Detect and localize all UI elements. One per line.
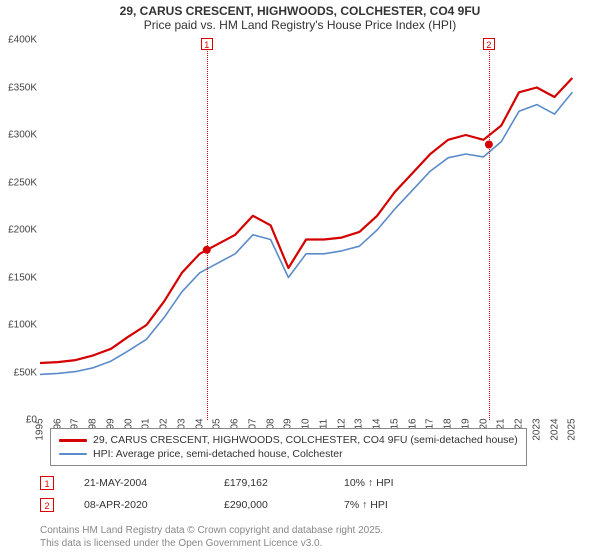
chart-title-line2: Price paid vs. HM Land Registry's House … xyxy=(0,18,600,36)
chart-svg xyxy=(40,40,590,420)
sale-date: 08-APR-2020 xyxy=(84,499,194,511)
chart-area: £0£50K£100K£150K£200K£250K£300K£350K£400… xyxy=(40,40,590,420)
footer-attribution: Contains HM Land Registry data © Crown c… xyxy=(40,524,580,550)
sale-date: 21-MAY-2004 xyxy=(84,477,194,489)
sale-vline xyxy=(489,40,490,420)
y-tick-label: £200K xyxy=(8,225,37,236)
y-tick-label: £150K xyxy=(8,272,37,283)
table-row: 2 08-APR-2020 £290,000 7% ↑ HPI xyxy=(40,494,580,516)
y-tick-label: £100K xyxy=(8,320,37,331)
legend-item-hpi: HPI: Average price, semi-detached house,… xyxy=(59,447,518,461)
sale-vline xyxy=(207,40,208,420)
chart-container: 29, CARUS CRESCENT, HIGHWOODS, COLCHESTE… xyxy=(0,0,600,560)
footer-line2: This data is licensed under the Open Gov… xyxy=(40,537,580,550)
y-tick-label: £400K xyxy=(8,35,37,46)
x-tick-label: 2025 xyxy=(567,418,578,440)
x-tick-label: 2023 xyxy=(531,418,542,440)
x-tick-label: 2024 xyxy=(549,418,560,440)
table-row: 1 21-MAY-2004 £179,162 10% ↑ HPI xyxy=(40,472,580,494)
legend-swatch-price-paid xyxy=(59,439,87,442)
sale-price: £290,000 xyxy=(224,499,314,511)
y-tick-label: £250K xyxy=(8,177,37,188)
sale-marker-1-icon: 1 xyxy=(40,476,54,490)
legend: 29, CARUS CRESCENT, HIGHWOODS, COLCHESTE… xyxy=(50,428,527,466)
y-tick-label: £50K xyxy=(14,367,37,378)
sale-marker-box: 1 xyxy=(201,38,213,50)
legend-item-price-paid: 29, CARUS CRESCENT, HIGHWOODS, COLCHESTE… xyxy=(59,433,518,447)
sales-table: 1 21-MAY-2004 £179,162 10% ↑ HPI 2 08-AP… xyxy=(40,472,580,516)
series-price_paid xyxy=(40,78,572,363)
series-hpi xyxy=(40,92,572,374)
legend-label-price-paid: 29, CARUS CRESCENT, HIGHWOODS, COLCHESTE… xyxy=(93,434,518,446)
legend-swatch-hpi xyxy=(59,453,87,455)
sale-pct: 7% ↑ HPI xyxy=(344,499,464,511)
sale-pct: 10% ↑ HPI xyxy=(344,477,464,489)
sale-marker-2-icon: 2 xyxy=(40,498,54,512)
sale-price: £179,162 xyxy=(224,477,314,489)
legend-label-hpi: HPI: Average price, semi-detached house,… xyxy=(93,448,343,460)
footer-line1: Contains HM Land Registry data © Crown c… xyxy=(40,524,580,537)
chart-title-line1: 29, CARUS CRESCENT, HIGHWOODS, COLCHESTE… xyxy=(0,0,600,18)
x-tick-label: 1995 xyxy=(35,418,46,440)
y-tick-label: £300K xyxy=(8,130,37,141)
sale-marker-box: 2 xyxy=(483,38,495,50)
y-tick-label: £350K xyxy=(8,82,37,93)
